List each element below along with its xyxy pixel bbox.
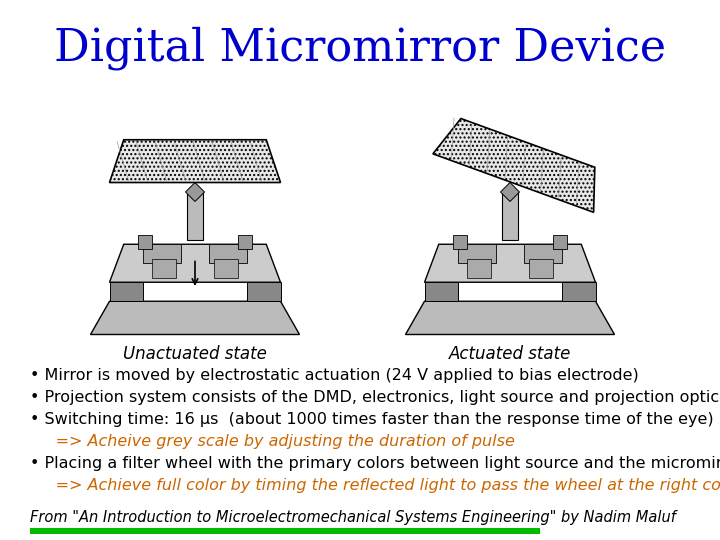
Polygon shape xyxy=(187,192,202,240)
Polygon shape xyxy=(467,259,491,278)
Polygon shape xyxy=(453,235,467,249)
Text: => Acheive grey scale by adjusting the duration of pulse: => Acheive grey scale by adjusting the d… xyxy=(30,434,515,449)
Text: From "An Introduction to Microelectromechanical Systems Engineering" by Nadim Ma: From "An Introduction to Microelectromec… xyxy=(30,510,676,525)
Polygon shape xyxy=(109,244,281,282)
Text: Unactuated state: Unactuated state xyxy=(123,345,267,363)
Polygon shape xyxy=(186,183,204,201)
Polygon shape xyxy=(138,235,152,249)
Polygon shape xyxy=(433,119,595,212)
Polygon shape xyxy=(503,192,518,240)
Text: • Projection system consists of the DMD, electronics, light source and projectio: • Projection system consists of the DMD,… xyxy=(30,390,720,405)
Polygon shape xyxy=(405,301,614,334)
Text: • Placing a filter wheel with the primary colors between light source and the mi: • Placing a filter wheel with the primar… xyxy=(30,456,720,471)
Bar xyxy=(30,528,540,534)
Polygon shape xyxy=(524,244,562,263)
Polygon shape xyxy=(210,244,247,263)
Polygon shape xyxy=(247,282,281,301)
Text: Actuated state: Actuated state xyxy=(449,345,571,363)
Polygon shape xyxy=(152,259,176,278)
Polygon shape xyxy=(109,140,281,183)
Polygon shape xyxy=(500,183,520,201)
Text: • Mirror is moved by electrostatic actuation (24 V applied to bias electrode): • Mirror is moved by electrostatic actua… xyxy=(30,368,639,383)
Polygon shape xyxy=(109,282,143,301)
Polygon shape xyxy=(425,244,595,282)
Polygon shape xyxy=(529,259,553,278)
Polygon shape xyxy=(553,235,567,249)
Text: Digital Micromirror Device: Digital Micromirror Device xyxy=(54,26,666,70)
Polygon shape xyxy=(143,244,181,263)
Polygon shape xyxy=(214,259,238,278)
Polygon shape xyxy=(458,244,496,263)
Polygon shape xyxy=(91,301,300,334)
Polygon shape xyxy=(562,282,595,301)
Polygon shape xyxy=(425,282,458,301)
Text: • Switching time: 16 μs  (about 1000 times faster than the response time of the : • Switching time: 16 μs (about 1000 time… xyxy=(30,412,714,427)
Polygon shape xyxy=(238,235,252,249)
Text: => Achieve full color by timing the reflected light to pass the wheel at the rig: => Achieve full color by timing the refl… xyxy=(30,478,720,493)
